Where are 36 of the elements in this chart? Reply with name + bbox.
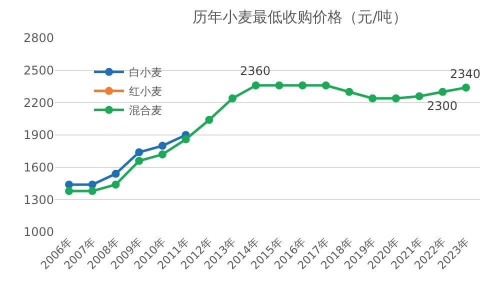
y-tick-label: 1900 [23, 128, 54, 142]
y-tick-label: 2200 [23, 96, 54, 110]
annotation: 2340 [450, 67, 481, 81]
point [438, 88, 447, 96]
point [205, 116, 214, 124]
chart-title: 历年小麦最低收购价格（元/吨） [192, 8, 408, 26]
point [345, 88, 354, 96]
y-tick-label: 1600 [23, 160, 54, 175]
point [368, 94, 377, 102]
legend-label: 白小麦 [129, 66, 162, 80]
point [392, 94, 400, 102]
point [112, 170, 120, 178]
point [88, 187, 96, 196]
point [462, 84, 470, 92]
y-tick-label: 2500 [23, 64, 54, 78]
point [182, 135, 190, 144]
point [135, 156, 144, 165]
point [415, 92, 424, 100]
legend-label: 红小麦 [129, 85, 162, 98]
annotation: 2300 [427, 99, 458, 113]
legend-label: 混合麦 [129, 104, 162, 118]
point [275, 81, 284, 90]
point [298, 81, 307, 90]
annotation: 2360 [240, 64, 271, 78]
point [228, 94, 236, 102]
y-tick-label: 2800 [23, 31, 54, 46]
point [112, 180, 120, 189]
point [65, 187, 74, 196]
point [158, 142, 166, 150]
point [322, 81, 330, 90]
point [252, 81, 260, 90]
point [65, 180, 74, 189]
y-tick-label: 1000 [23, 225, 54, 240]
y-tick-label: 1300 [23, 192, 54, 207]
point [158, 150, 166, 158]
point [135, 148, 144, 156]
